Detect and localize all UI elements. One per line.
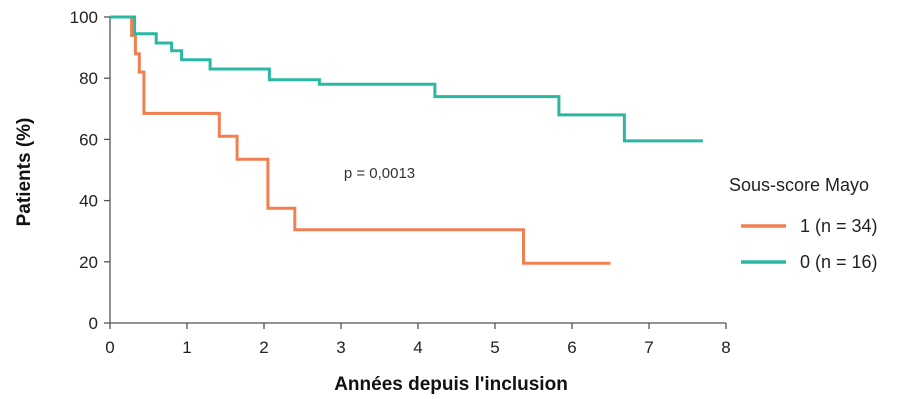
y-tick-label: 0 xyxy=(89,314,98,333)
x-tick-label: 2 xyxy=(259,338,268,357)
legend-label-1: 1 (n = 34) xyxy=(800,216,878,236)
y-axis-title: Patients (%) xyxy=(14,118,35,227)
x-tick-label: 6 xyxy=(567,338,576,357)
x-tick-label: 4 xyxy=(413,338,422,357)
x-tick-label: 1 xyxy=(182,338,191,357)
axes xyxy=(109,17,726,324)
series-line-1 xyxy=(110,15,611,265)
y-tick-label: 20 xyxy=(79,253,98,272)
y-tick-label: 80 xyxy=(79,69,98,88)
y-tick-label: 60 xyxy=(79,130,98,149)
legend-title: Sous-score Mayo xyxy=(729,175,869,195)
y-tick-label: 40 xyxy=(79,192,98,211)
x-tick-label: 0 xyxy=(105,338,114,357)
x-tick-label: 3 xyxy=(336,338,345,357)
y-tick-label: 100 xyxy=(70,8,98,27)
x-tick-label: 5 xyxy=(490,338,499,357)
legend: Sous-score Mayo 1 (n = 34) 0 (n = 16) xyxy=(729,175,878,272)
p-value-annotation: p = 0,0013 xyxy=(344,165,415,182)
series-line-2 xyxy=(110,15,703,143)
series-lines xyxy=(110,15,703,265)
legend-label-2: 0 (n = 16) xyxy=(800,252,878,272)
x-tick-label: 7 xyxy=(644,338,653,357)
x-axis-title: Années depuis l'inclusion xyxy=(334,374,568,395)
x-tick-label: 8 xyxy=(721,338,730,357)
